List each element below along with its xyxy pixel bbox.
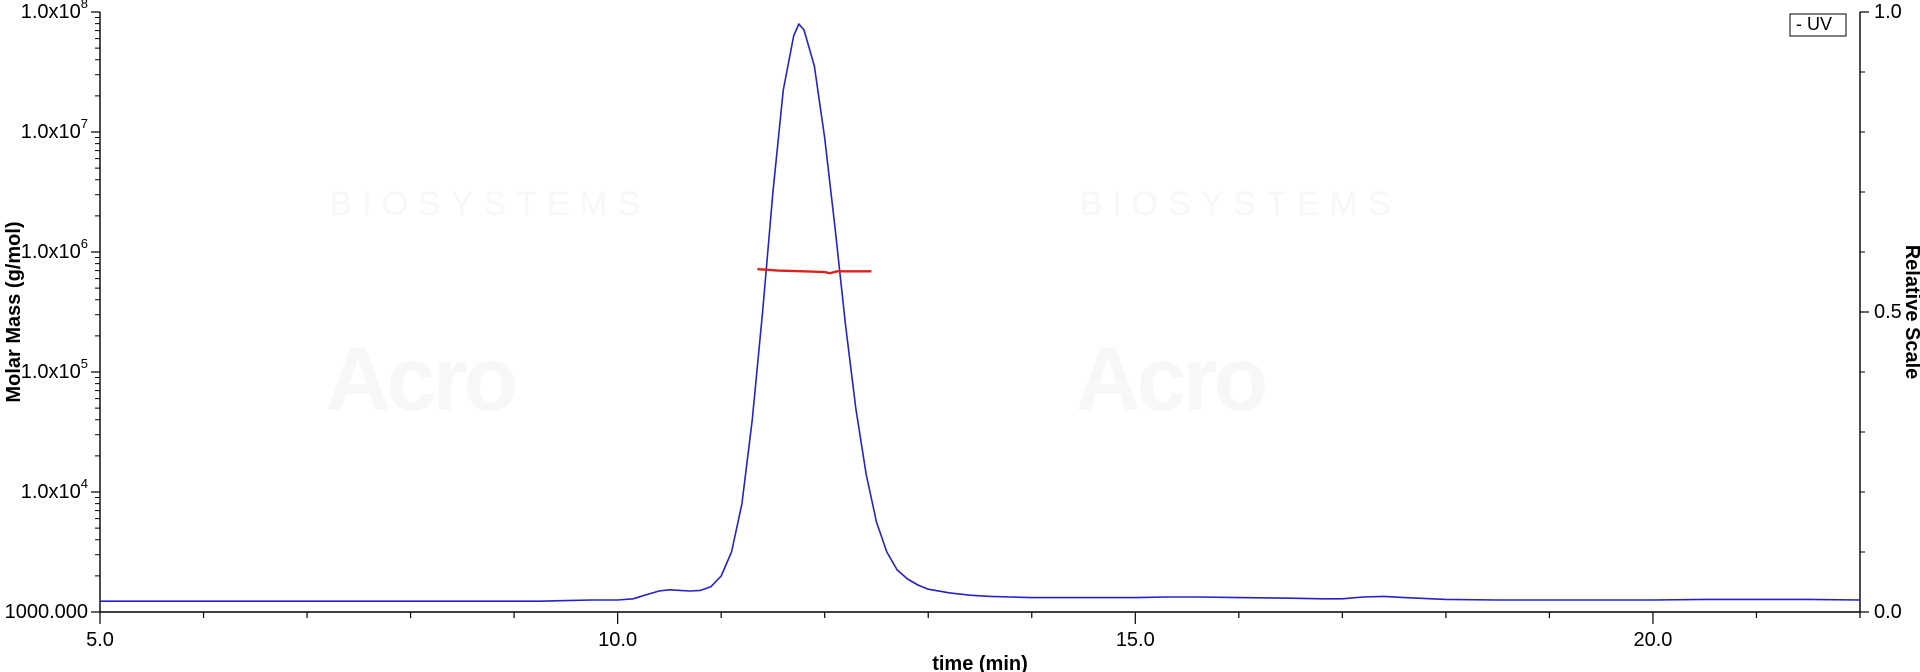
svg-text:BIOSYSTEMS: BIOSYSTEMS [329, 185, 650, 223]
svg-text:10.0: 10.0 [598, 629, 637, 651]
svg-text:15.0: 15.0 [1116, 629, 1155, 651]
svg-text:0.0: 0.0 [1874, 601, 1902, 623]
svg-text:1.0x104: 1.0x104 [21, 476, 88, 503]
svg-text:1.0: 1.0 [1874, 1, 1902, 23]
svg-text:Acro: Acro [1075, 330, 1265, 430]
svg-text:0.5: 0.5 [1874, 301, 1902, 323]
sec-mals-chart: Acro BIOSYSTEMS Acro BIOSYSTEMS 5.0 10.0 15.0 2… [0, 0, 1920, 672]
svg-text:1.0x107: 1.0x107 [21, 116, 88, 143]
svg-text:1.0x108: 1.0x108 [21, 0, 88, 23]
svg-text:20.0: 20.0 [1633, 629, 1672, 651]
svg-text:Relative Scale: Relative Scale [1901, 245, 1920, 380]
svg-text:1.0x106: 1.0x106 [21, 236, 88, 263]
svg-text:5.0: 5.0 [86, 629, 114, 651]
svg-text:BIOSYSTEMS: BIOSYSTEMS [1079, 185, 1400, 223]
svg-text:Molar Mass (g/mol): Molar Mass (g/mol) [3, 221, 25, 402]
svg-text:1000.000: 1000.000 [5, 601, 88, 623]
chart-container: Acro BIOSYSTEMS Acro BIOSYSTEMS 5.0 10.0 15.0 2… [0, 0, 1920, 672]
svg-text:1.0x105: 1.0x105 [21, 356, 88, 383]
svg-text:Acro: Acro [325, 330, 515, 430]
svg-text:time (min): time (min) [932, 653, 1028, 672]
legend-text: - UV [1796, 14, 1832, 34]
